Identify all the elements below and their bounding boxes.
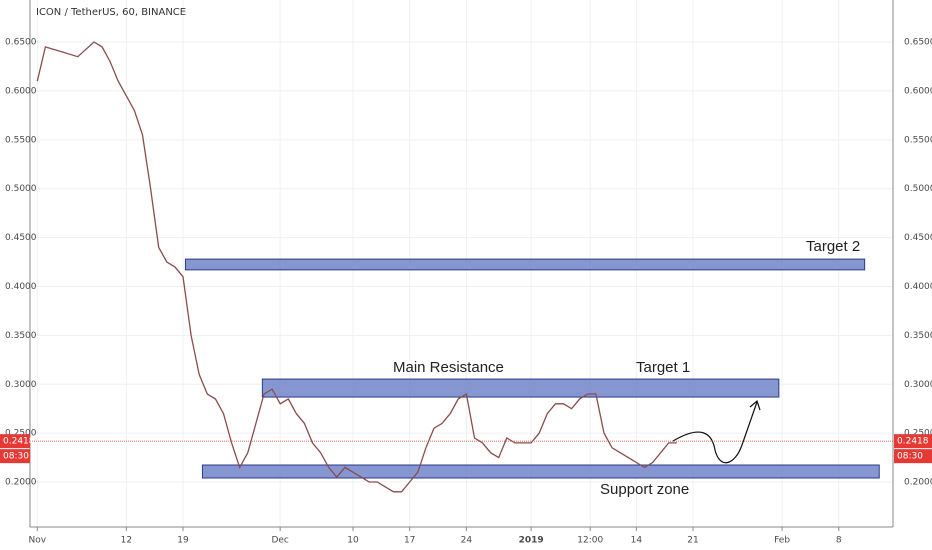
y-tick-label: 0.4000 [904, 282, 932, 292]
chart-title: ICON / TetherUS, 60, BINANCE [36, 7, 186, 18]
y-tick-label: 0.3500 [904, 331, 932, 341]
y-tick-label: 0.3000 [904, 380, 932, 390]
price-badge [894, 434, 932, 449]
y-tick-label: 0.6500 [5, 38, 37, 48]
y-tick-label: 0.2000 [904, 478, 932, 488]
annotation: Main Resistance [393, 359, 504, 376]
x-tick-label: 19 [177, 536, 189, 546]
zone [261, 378, 780, 398]
x-tick-label: Dec [271, 536, 288, 546]
x-tick-label: 12 [121, 536, 132, 546]
y-tick-label: 0.4500 [904, 233, 932, 243]
zones [184, 258, 880, 479]
y-tick-label: 0.2000 [5, 478, 37, 488]
x-tick-label: 17 [404, 536, 415, 546]
y-tick-label: 0.6500 [904, 38, 932, 48]
x-tick-label: 21 [687, 536, 698, 546]
y-tick-label: 0.4500 [5, 233, 37, 243]
y-tick-label: 0.6000 [5, 86, 37, 96]
countdown-badge [894, 449, 932, 464]
plot [36, 41, 677, 493]
x-tick-label: 8 [836, 536, 842, 546]
y-tick-label: 0.5500 [904, 135, 932, 145]
x-tick-label: 14 [631, 536, 643, 546]
y-tick-label: 0.3000 [5, 380, 37, 390]
y-tick-label: 0.2500 [904, 429, 932, 439]
last-price-label: 0.2418 [3, 437, 35, 447]
y-tick-label: 0.6000 [904, 86, 932, 96]
countdown-label: 08:30 [3, 452, 29, 462]
countdown-label: 08:30 [897, 452, 923, 462]
x-tick-label: Feb [774, 536, 790, 546]
y-tick-label: 0.5000 [5, 184, 37, 194]
x-tick-label: Nov [28, 536, 46, 546]
arrow-head [749, 399, 761, 411]
x-tick-label: 2019 [519, 536, 544, 546]
price-line [36, 41, 677, 493]
y-tick-label: 0.2500 [5, 429, 37, 439]
x-tick-label: 12:00 [577, 536, 603, 546]
projection-arrow [672, 401, 758, 464]
price-badge [0, 434, 30, 449]
countdown-badge [0, 449, 30, 464]
x-tick-label: 10 [347, 536, 359, 546]
zone [201, 464, 880, 479]
y-tick-label: 0.4000 [5, 282, 37, 292]
annotation: Support zone [600, 481, 689, 498]
y-tick-label: 0.5500 [5, 135, 37, 145]
annotation: Target 2 [806, 238, 860, 255]
zone [184, 258, 866, 271]
annotation: Target 1 [636, 359, 690, 376]
y-tick-label: 0.3500 [5, 331, 37, 341]
last-price-label: 0.2418 [897, 437, 929, 447]
x-tick-label: 24 [461, 536, 473, 546]
y-tick-label: 0.5000 [904, 184, 932, 194]
